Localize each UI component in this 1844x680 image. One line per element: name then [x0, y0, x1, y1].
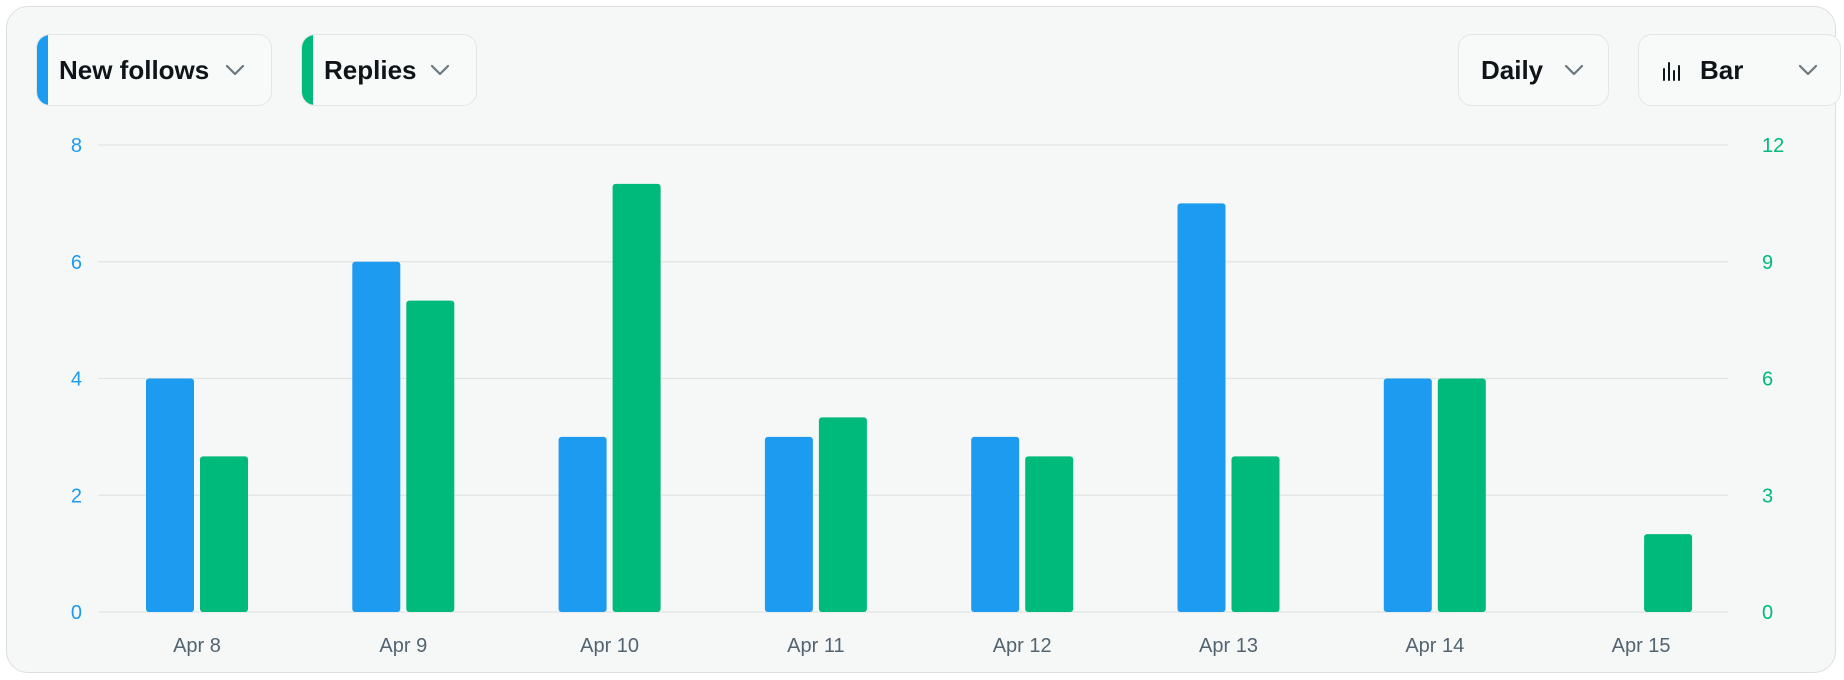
bar-replies: [612, 183, 661, 612]
chart-type-dropdown[interactable]: Bar: [1638, 34, 1841, 106]
bar-replies: [1437, 378, 1486, 612]
y-left-tick-label: 8: [71, 135, 82, 157]
chart-type-label: Bar: [1700, 55, 1744, 85]
chevron-down-icon: [430, 64, 450, 76]
bar-new-follows: [558, 436, 607, 612]
period-dropdown[interactable]: Daily: [1458, 34, 1609, 106]
bar-replies: [200, 456, 248, 612]
x-tick-label: Apr 9: [379, 635, 427, 657]
metric-a-color-swatch: [37, 35, 48, 105]
x-tick-label: Apr 12: [993, 635, 1052, 657]
y-right-tick-label: 9: [1762, 252, 1773, 274]
y-left-tick-label: 4: [71, 369, 82, 391]
bar-new-follows: [1383, 378, 1432, 612]
bar-replies: [406, 300, 455, 612]
x-tick-label: Apr 13: [1199, 635, 1258, 657]
bar-new-follows: [352, 261, 401, 612]
bar-replies: [1025, 456, 1074, 612]
y-right-tick-label: 0: [1762, 602, 1773, 624]
y-left-tick-label: 2: [71, 485, 82, 507]
x-tick-label: Apr 10: [580, 635, 639, 657]
bar-new-follows: [764, 436, 813, 612]
bar-new-follows: [1177, 203, 1226, 612]
y-right-tick-label: 12: [1762, 135, 1784, 157]
bar-new-follows: [146, 378, 194, 612]
bar-new-follows: [971, 436, 1020, 612]
bar-replies: [1231, 456, 1280, 612]
metric-b-label: Replies: [324, 55, 417, 85]
metric-a-label: New follows: [59, 55, 210, 85]
x-tick-label: Apr 8: [173, 635, 221, 657]
metric-a-dropdown[interactable]: New follows: [36, 34, 272, 106]
chevron-down-icon: [1564, 64, 1584, 76]
y-left-tick-label: 6: [71, 252, 82, 274]
chevron-down-icon: [1798, 64, 1818, 76]
metric-b-color-swatch: [302, 35, 313, 105]
period-label: Daily: [1481, 55, 1544, 85]
x-tick-label: Apr 15: [1612, 635, 1671, 657]
y-right-tick-label: 6: [1762, 369, 1773, 391]
bar-replies: [818, 417, 867, 612]
bar-chart-icon: [1663, 62, 1680, 81]
chevron-down-icon: [225, 64, 245, 76]
bar-replies: [1644, 534, 1693, 612]
y-left-tick-label: 0: [71, 602, 82, 624]
x-tick-label: Apr 11: [787, 635, 844, 657]
metric-b-dropdown[interactable]: Replies: [301, 34, 477, 106]
y-right-tick-label: 3: [1762, 485, 1773, 507]
chart-card: [6, 6, 1836, 673]
x-tick-label: Apr 14: [1405, 635, 1464, 657]
